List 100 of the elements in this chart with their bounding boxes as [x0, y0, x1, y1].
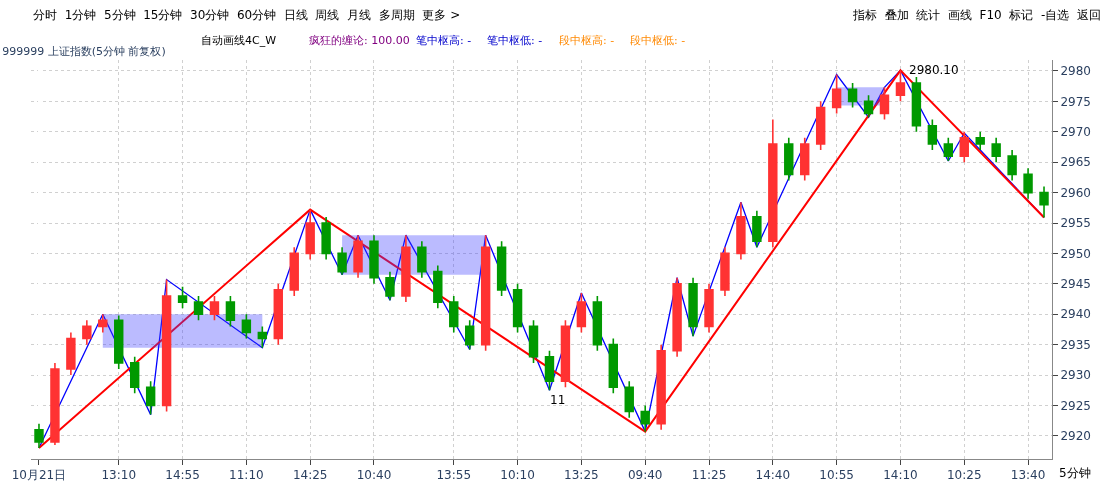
candlestick	[975, 130, 985, 151]
candlestick	[1007, 149, 1017, 182]
y-tick-label: 2965	[1060, 155, 1091, 170]
chart-title: 999999 上证指数(5分钟 前复权)	[2, 44, 166, 58]
x-tick-label: 13:55	[436, 468, 472, 483]
candlestick	[369, 234, 379, 285]
candlestick	[66, 331, 76, 376]
x-tick-label: 09:40	[627, 468, 663, 483]
candlestick	[512, 283, 523, 334]
x-tick-label: 14:10	[883, 468, 918, 483]
x-tick-label: 11:25	[691, 468, 727, 483]
y-tick-label: 2975	[1060, 94, 1091, 109]
candlestick	[640, 404, 650, 433]
candlestick	[895, 69, 906, 103]
x-tick-label: 11:10	[229, 468, 264, 483]
x-tick-label: 10月21日	[11, 468, 67, 483]
candlestick	[959, 130, 969, 163]
y-tick-label: 2980	[1060, 64, 1091, 79]
candlestick	[353, 234, 363, 279]
candlestick	[784, 137, 794, 182]
y-tick-label: 2950	[1060, 246, 1091, 261]
candlestick	[241, 313, 252, 340]
candlestick	[528, 319, 539, 364]
y-tick-label: 2925	[1060, 398, 1091, 413]
candlestick	[305, 208, 315, 261]
x-tick-label: 10:10	[500, 468, 535, 483]
candlestick	[592, 295, 603, 352]
x-tick-label: 10:40	[356, 468, 392, 483]
candlestick	[560, 319, 571, 389]
candlestick	[752, 210, 762, 249]
x-tick-label: 13:25	[564, 468, 599, 483]
text: 笔中枢低: -	[487, 34, 543, 47]
candlestick	[688, 276, 698, 337]
text: 笔中枢高: -	[416, 34, 472, 47]
candlestick	[847, 82, 858, 109]
candlestick	[800, 137, 810, 182]
candlestick	[145, 380, 156, 416]
candlestick	[177, 286, 188, 309]
annotation: 2980.10	[909, 63, 959, 77]
candlestick	[289, 246, 299, 297]
y-tick-label: 2920	[1060, 429, 1091, 444]
text: 分时 1分钟 5分钟 15分钟 30分钟 60分钟 日线 周线 月线 多周期 更多 >	[33, 8, 461, 22]
candlestick	[273, 283, 283, 346]
y-tick-label: 2945	[1060, 277, 1091, 292]
x-tick-label: 13:40	[1010, 468, 1046, 483]
candlestick	[704, 283, 714, 334]
candlestick	[768, 118, 778, 249]
candlestick	[496, 240, 507, 297]
y-tick-label: 2955	[1060, 216, 1091, 231]
candlestick	[927, 118, 938, 151]
candlestick	[480, 234, 491, 352]
candlestick	[1023, 167, 1033, 200]
candlestick	[943, 137, 954, 162]
candlestick	[576, 292, 587, 334]
x-tick-label: 10:25	[946, 468, 982, 483]
candlestick	[209, 295, 220, 322]
x-tick-label: 14:40	[755, 468, 791, 483]
x-tick-label: 14:25	[292, 468, 328, 483]
y-tick-label: 2940	[1060, 307, 1091, 322]
candlestick	[417, 240, 427, 279]
x-tick-label: 10:55	[819, 468, 854, 483]
candlestick	[114, 314, 124, 370]
candlestick	[34, 422, 44, 449]
candlestick	[624, 380, 634, 419]
candlestick	[991, 137, 1001, 163]
candlestick	[879, 86, 890, 121]
candlestick	[337, 246, 347, 276]
candlestick	[50, 362, 60, 446]
candlestick	[911, 76, 922, 133]
candlestick	[193, 295, 204, 322]
candlestick	[161, 278, 172, 413]
candlestick	[736, 201, 746, 261]
candlestick	[129, 356, 140, 395]
candlestick	[449, 295, 459, 334]
candlestick	[385, 270, 395, 302]
candlestick	[321, 216, 331, 261]
candlestick	[815, 100, 826, 151]
candlestick	[98, 313, 108, 334]
y-tick-label: 2970	[1060, 124, 1091, 139]
candlestick	[433, 264, 443, 309]
candlestick	[225, 295, 236, 328]
text: 5分钟	[1059, 466, 1091, 480]
candlestick	[672, 276, 682, 358]
x-tick-label: 14:55	[165, 468, 200, 483]
candlestick	[465, 319, 475, 351]
candlestick	[656, 343, 666, 431]
candlestick	[1039, 185, 1049, 219]
text: 段中枢低: -	[630, 34, 686, 47]
candlestick	[544, 349, 555, 392]
y-tick-label: 2930	[1060, 368, 1091, 383]
candlestick	[720, 246, 730, 297]
y-tick-label: 2960	[1060, 185, 1091, 200]
candlestick	[831, 73, 842, 115]
text: 疯狂的缠论: 100.00	[309, 34, 410, 47]
text: 自动画线4C_W	[201, 34, 277, 47]
annotation: 11	[550, 393, 566, 407]
candlestick	[608, 337, 618, 395]
candlestick	[401, 234, 411, 303]
text: 指标 叠加 统计 画线 F10 标记 -自选 返回	[852, 8, 1101, 22]
text: 段中枢高: -	[559, 34, 615, 47]
